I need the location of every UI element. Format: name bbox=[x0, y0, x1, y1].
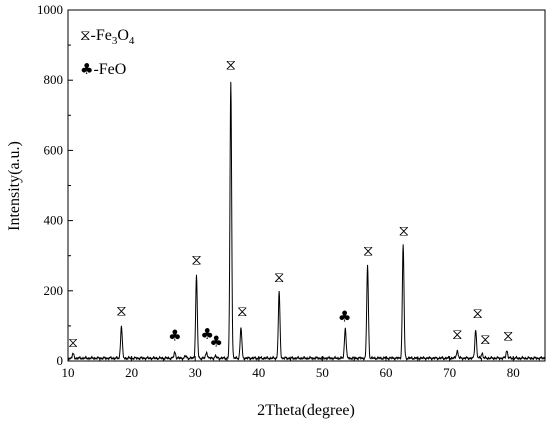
peak-marker: ⧖ bbox=[116, 301, 127, 319]
legend-fe3o4-symbol: ⧖ bbox=[80, 26, 91, 44]
peak-marker: ♣ bbox=[338, 308, 351, 326]
peak-marker: ⧖ bbox=[480, 330, 491, 348]
x-tick-label: 60 bbox=[380, 365, 393, 380]
legend-fe3o4-label: -Fe bbox=[91, 27, 112, 44]
peak-marker: ⧖ bbox=[226, 56, 237, 74]
peak-marker: ♣ bbox=[168, 327, 181, 345]
peak-marker: ⧖ bbox=[399, 221, 410, 239]
y-axis: 0 200 400 600 800 1000 bbox=[37, 2, 73, 368]
x-tick-label: 20 bbox=[125, 365, 138, 380]
y-tick-label: 200 bbox=[44, 283, 64, 298]
peak-marker: ⧖ bbox=[191, 250, 202, 268]
x-tick-label: 50 bbox=[316, 365, 329, 380]
legend-fe3o4-sub2: 4 bbox=[129, 35, 135, 47]
peak-marker: ⧖ bbox=[452, 325, 463, 343]
y-tick-label: 400 bbox=[44, 213, 64, 228]
x-tick-label: 80 bbox=[507, 365, 520, 380]
y-tick-label: 0 bbox=[57, 353, 64, 368]
x-tick-label: 10 bbox=[62, 365, 75, 380]
x-tick-label: 30 bbox=[189, 365, 202, 380]
legend-fe3o4-sub1: 3 bbox=[112, 35, 118, 47]
peak-marker: ♣ bbox=[201, 325, 214, 343]
legend-feo-label: -FeO bbox=[93, 61, 126, 78]
x-tick-label: 40 bbox=[252, 365, 265, 380]
peak-marker: ⧖ bbox=[503, 327, 514, 345]
series-line bbox=[67, 81, 546, 362]
legend: ⧖-Fe3O4 ♣-FeO bbox=[80, 26, 135, 78]
series-group bbox=[67, 81, 546, 362]
y-tick-label: 800 bbox=[44, 72, 64, 87]
y-axis-title: Intensity(a.u.) bbox=[6, 141, 23, 231]
y-tick-label: 1000 bbox=[37, 2, 63, 17]
legend-fe3o4: ⧖-Fe3O4 bbox=[80, 26, 135, 47]
x-axis: 10 20 30 40 50 60 70 80 bbox=[62, 356, 520, 380]
x-axis-title: 2Theta(degree) bbox=[257, 402, 355, 419]
peak-marker: ♣ bbox=[209, 332, 222, 350]
peak-markers: ⧖⧖♣⧖♣♣⧖⧖⧖♣⧖⧖⧖⧖⧖ ⧖ bbox=[68, 56, 513, 351]
legend-fe3o4-mid: O bbox=[117, 27, 129, 44]
peak-marker: ⧖ bbox=[472, 304, 483, 322]
peak-marker: ⧖ bbox=[363, 242, 374, 260]
y-tick-label: 600 bbox=[44, 142, 64, 157]
peak-marker: ⧖ bbox=[68, 335, 78, 351]
legend-feo: ♣-FeO bbox=[80, 60, 126, 78]
peak-marker: ⧖ bbox=[237, 302, 248, 320]
x-tick-label: 70 bbox=[443, 365, 456, 380]
peak-marker: ⧖ bbox=[274, 268, 285, 286]
legend-feo-symbol: ♣ bbox=[80, 60, 93, 78]
